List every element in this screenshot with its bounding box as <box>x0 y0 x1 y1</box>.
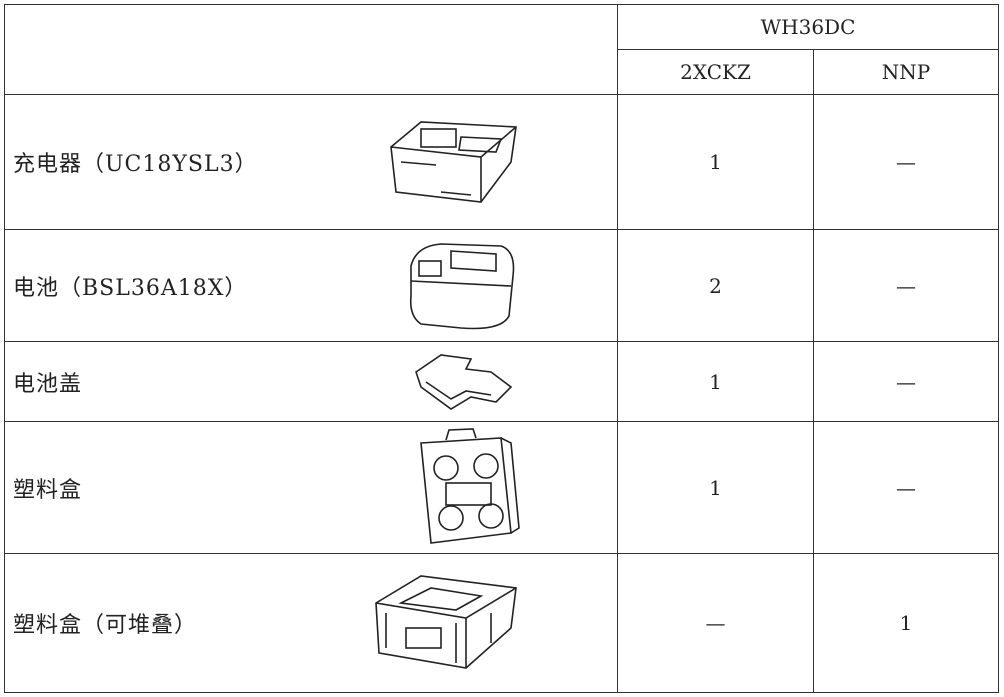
item-label: 塑料盒（可堆叠） <box>13 613 198 638</box>
item-label: 塑料盒 <box>13 477 83 503</box>
value-cell: 1 <box>617 421 814 554</box>
battery-icon <box>409 242 515 329</box>
accessory-table: WH36DC 2XCKZ NNP 充电器（UC18YSL3） 1 — 电池（BS… <box>4 4 999 693</box>
item-label: 充电器（UC18YSL3） <box>13 152 258 177</box>
value-cell: — <box>813 94 999 230</box>
item-cell: 电池（BSL36A18X） <box>4 229 618 342</box>
item-label: 电池盖 <box>13 371 83 397</box>
row: 塑料盒 1 — <box>4 421 999 554</box>
cover-icon <box>415 353 513 410</box>
item-cell: 塑料盒（可堆叠） <box>4 553 618 693</box>
case-icon <box>420 427 520 544</box>
charger-icon <box>390 121 517 203</box>
column-header: 2XCKZ <box>617 49 814 95</box>
item-cell: 充电器（UC18YSL3） <box>4 94 618 230</box>
value-cell: — <box>813 229 999 342</box>
value-cell: — <box>617 553 814 693</box>
item-cell: 塑料盒 <box>4 421 618 554</box>
row: 塑料盒（可堆叠） — 1 <box>4 553 999 693</box>
column-header: NNP <box>813 49 999 95</box>
item-cell: 电池盖 <box>4 341 618 422</box>
row: 电池（BSL36A18X） 2 — <box>4 229 999 342</box>
group-header: WH36DC <box>617 4 999 50</box>
value-cell: 1 <box>617 94 814 230</box>
value-cell: 2 <box>617 229 814 342</box>
value-cell: 1 <box>617 341 814 422</box>
corner-cell <box>4 4 618 95</box>
value-cell: 1 <box>813 553 999 693</box>
header-row: 2XCKZ NNP <box>5 49 999 95</box>
row: 充电器（UC18YSL3） 1 — <box>4 94 999 230</box>
value-cell: — <box>813 421 999 554</box>
value-cell: — <box>813 341 999 422</box>
item-label: 电池（BSL36A18X） <box>13 275 248 301</box>
stackable-case-icon <box>375 575 517 669</box>
header-row: WH36DC <box>4 4 999 95</box>
row: 电池盖 1 — <box>4 341 999 422</box>
